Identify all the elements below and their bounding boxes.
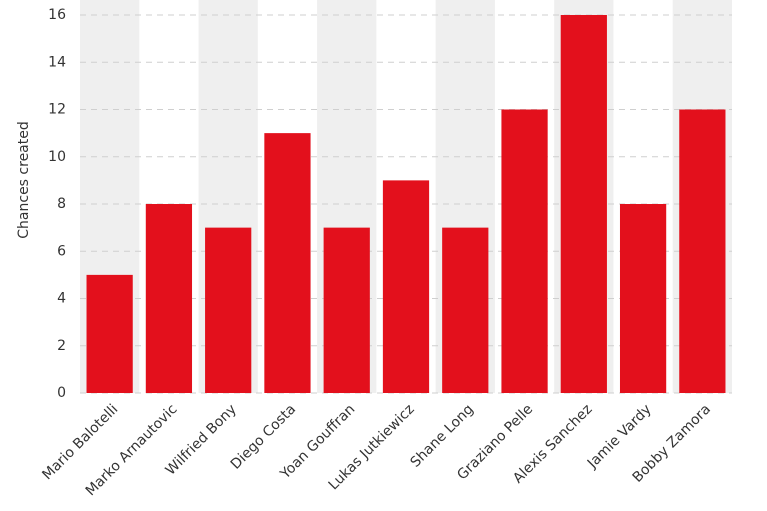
bar [264, 133, 311, 393]
bar [501, 109, 548, 393]
bar [382, 180, 430, 393]
bar [679, 109, 726, 393]
y-tick-label: 12 [48, 102, 66, 118]
y-tick-label: 6 [57, 243, 66, 259]
bar [86, 274, 133, 393]
y-tick-label: 10 [48, 149, 66, 165]
y-tick-label: 16 [48, 7, 66, 23]
bar [442, 227, 489, 393]
y-tick-label: 8 [57, 196, 66, 212]
y-axis-title: Chances created [16, 121, 32, 238]
y-tick-label: 0 [57, 385, 66, 401]
y-tick-label: 14 [48, 54, 66, 70]
bar [560, 15, 607, 393]
bar [619, 204, 667, 393]
bar [323, 227, 370, 393]
bar [145, 204, 193, 393]
y-tick-label: 4 [57, 291, 66, 307]
bar [205, 227, 252, 393]
y-tick-label: 2 [57, 338, 66, 354]
